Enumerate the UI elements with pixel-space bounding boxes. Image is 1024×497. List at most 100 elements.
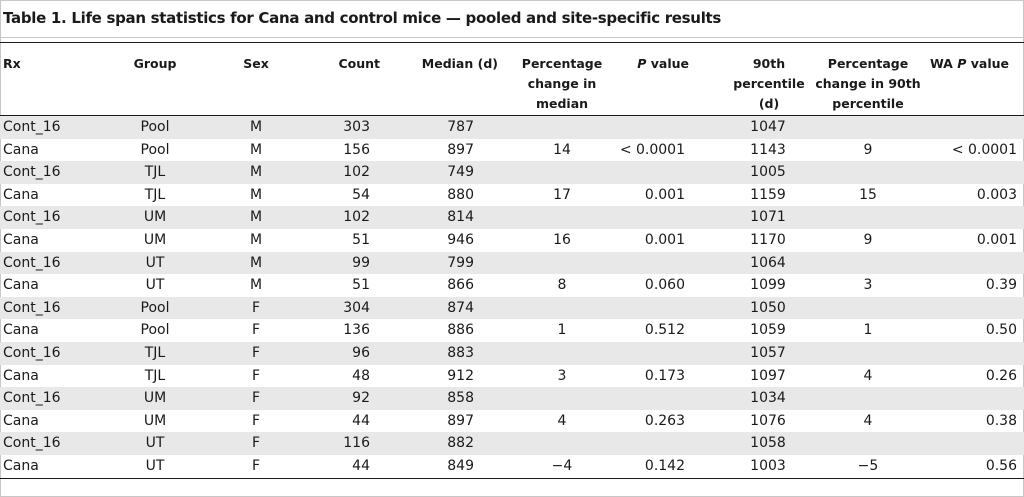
header-pct-change-90th-line3: percentile <box>832 96 904 111</box>
table-row: Cont_16 Pool M 303 787 1047 <box>0 116 1024 139</box>
cell-rx: Cana <box>3 457 39 474</box>
table-row: Cont_16 Pool F 304 874 1050 <box>0 296 1024 320</box>
cell-rx: Cont_16 <box>3 344 61 361</box>
header-wa-p-value: WA P value <box>920 54 1009 74</box>
table-row: Cont_16 UM M 102 814 1071 <box>0 206 1024 229</box>
cell-group: UT <box>145 277 165 294</box>
cell-wa-p-value: 0.001 <box>976 231 1017 248</box>
cell-p-value: < 0.0001 <box>619 141 685 158</box>
cell-count: 92 <box>352 390 370 407</box>
cell-pct-change-median: 17 <box>553 186 571 203</box>
cell-p-value: 0.512 <box>644 322 685 339</box>
cell-count: 156 <box>343 141 370 158</box>
cell-p-value: 0.001 <box>644 186 685 203</box>
cell-count: 136 <box>343 322 370 339</box>
cell-90th-percentile: 1059 <box>750 322 786 339</box>
cell-median: 897 <box>447 412 474 429</box>
cell-pct-change-median: −4 <box>551 457 573 474</box>
cell-rx: Cana <box>3 186 39 203</box>
header-90th-line2: percentile <box>733 76 805 91</box>
cell-90th-percentile: 1159 <box>750 186 786 203</box>
cell-rx: Cont_16 <box>3 299 61 316</box>
cell-rx: Cont_16 <box>3 254 61 271</box>
header-p-value-rest: value <box>646 56 689 71</box>
cell-rx: Cana <box>3 231 39 248</box>
cell-count: 48 <box>352 367 370 384</box>
cell-sex: F <box>251 390 261 407</box>
cell-group: UM <box>143 412 167 429</box>
cell-pct-change-90th: 15 <box>859 186 877 203</box>
cell-pct-change-median: 1 <box>557 322 567 339</box>
table-row: Cana TJL M 54 880 17 0.001 1159 15 0.003 <box>0 184 1024 207</box>
cell-median: 866 <box>447 277 474 294</box>
table-row: Cont_16 UT F 116 882 1058 <box>0 432 1024 455</box>
cell-90th-percentile: 1058 <box>750 435 786 452</box>
table-title-bar: Table 1. Life span statistics for Cana a… <box>0 0 1024 38</box>
cell-count: 96 <box>352 344 370 361</box>
header-pct-change-median: Percentage change in median <box>510 54 614 114</box>
cell-wa-p-value: < 0.0001 <box>951 141 1017 158</box>
cell-count: 116 <box>343 435 370 452</box>
cell-sex: M <box>249 209 263 226</box>
cell-sex: M <box>249 141 263 158</box>
cell-median: 858 <box>447 390 474 407</box>
cell-pct-change-median: 8 <box>557 277 567 294</box>
cell-pct-change-median: 16 <box>553 231 571 248</box>
cell-sex: M <box>249 231 263 248</box>
header-bottom-rule <box>0 115 1024 116</box>
cell-group: UT <box>145 435 165 452</box>
cell-rx: Cana <box>3 322 39 339</box>
table-row: Cana Pool M 156 897 14 < 0.0001 1143 9 < 0.0001 <box>0 139 1024 162</box>
cell-count: 102 <box>343 164 370 181</box>
cell-sex: M <box>249 254 263 271</box>
table-row: Cana UT M 51 866 8 0.060 1099 3 0.39 <box>0 274 1024 297</box>
header-pct-change-90th: Percentage change in 90th percentile <box>812 54 924 114</box>
cell-90th-percentile: 1071 <box>750 209 786 226</box>
cell-group: UM <box>143 390 167 407</box>
cell-sex: F <box>251 299 261 316</box>
table-row: Cana UM F 44 897 4 0.263 1076 4 0.38 <box>0 410 1024 433</box>
header-pct-change-90th-line2: change in 90th <box>815 76 921 91</box>
cell-group: UT <box>145 457 165 474</box>
header-wa-prefix: WA <box>929 56 958 71</box>
cell-median: 912 <box>447 367 474 384</box>
cell-rx: Cont_16 <box>3 164 61 181</box>
header-sex: Sex <box>243 56 269 71</box>
cell-group: Pool <box>140 299 170 316</box>
header-90th-line1: 90th <box>752 56 786 71</box>
cell-p-value: 0.263 <box>644 412 685 429</box>
cell-median: 799 <box>447 254 474 271</box>
cell-p-value: 0.060 <box>644 277 685 294</box>
cell-90th-percentile: 1064 <box>750 254 786 271</box>
table-row: Cana Pool F 136 886 1 0.512 1059 1 0.50 <box>0 319 1024 342</box>
cell-wa-p-value: 0.39 <box>985 277 1017 294</box>
header-90th-line3: (d) <box>758 96 780 111</box>
cell-90th-percentile: 1076 <box>750 412 786 429</box>
cell-wa-p-value: 0.50 <box>985 322 1017 339</box>
header-top-rule <box>0 42 1024 43</box>
cell-pct-change-median: 14 <box>553 141 571 158</box>
cell-group: Pool <box>140 119 170 135</box>
cell-90th-percentile: 1003 <box>750 457 786 474</box>
cell-90th-percentile: 1097 <box>750 367 786 384</box>
cell-median: 814 <box>447 209 474 226</box>
cell-p-value: 0.142 <box>644 457 685 474</box>
cell-count: 102 <box>343 209 370 226</box>
cell-count: 51 <box>352 231 370 248</box>
header-wa-p: P <box>957 56 967 71</box>
cell-rx: Cana <box>3 367 39 384</box>
cell-median: 897 <box>447 141 474 158</box>
cell-rx: Cont_16 <box>3 435 61 452</box>
cell-pct-change-90th: 4 <box>863 367 873 384</box>
cell-median: 787 <box>447 119 474 135</box>
header-p-value: P value <box>615 54 689 74</box>
table-title: Table 1. Life span statistics for Cana a… <box>3 9 722 27</box>
cell-sex: F <box>251 412 261 429</box>
cell-median: 883 <box>447 344 474 361</box>
table-row: Cana TJL F 48 912 3 0.173 1097 4 0.26 <box>0 365 1024 388</box>
cell-group: UT <box>145 254 165 271</box>
header-pct-change-median-line2: change in <box>527 76 597 91</box>
cell-sex: F <box>251 344 261 361</box>
cell-group: TJL <box>144 367 166 384</box>
header-pct-change-median-line3: median <box>535 96 589 111</box>
